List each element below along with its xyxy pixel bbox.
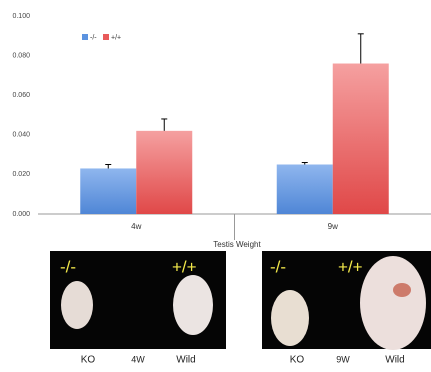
photo-caption: KO bbox=[290, 355, 305, 366]
bar bbox=[333, 64, 389, 214]
y-tick-label: 0.080 bbox=[12, 52, 30, 59]
y-tick-label: 0.100 bbox=[12, 13, 30, 20]
legend-label: +/+ bbox=[111, 34, 121, 41]
error-bar bbox=[302, 163, 308, 165]
vessel bbox=[393, 283, 411, 297]
testis-ko bbox=[271, 290, 309, 346]
x-tick-label: 4w bbox=[131, 222, 141, 231]
legend-swatch bbox=[103, 34, 109, 40]
testis-wild bbox=[360, 256, 426, 350]
x-axis-title: Testis Weight bbox=[213, 240, 261, 249]
y-tick-label: 0.000 bbox=[12, 211, 30, 218]
error-bar bbox=[358, 34, 364, 64]
error-bar bbox=[105, 165, 111, 169]
photo-caption: 9W bbox=[336, 354, 350, 364]
page: {"chart_data": {"type": "bar", "xlabel":… bbox=[0, 0, 431, 367]
chart: Testis Weight 0.000 0.020 0.040 0.060 0.080 0… bbox=[0, 0, 431, 367]
testis-wild bbox=[173, 275, 213, 335]
photo-label: -/- bbox=[60, 257, 76, 276]
testis-ko bbox=[61, 281, 93, 329]
legend-label: -/- bbox=[90, 34, 97, 41]
photo-label: +/+ bbox=[338, 257, 363, 276]
photo-caption: Wild bbox=[385, 355, 404, 366]
bar bbox=[80, 168, 136, 214]
error-bar bbox=[161, 119, 167, 131]
photo-label: -/- bbox=[270, 257, 286, 276]
x-tick-label: 9w bbox=[328, 222, 338, 231]
y-tick-label: 0.020 bbox=[12, 171, 30, 178]
photo-caption: KO bbox=[81, 355, 96, 366]
y-tick-label: 0.060 bbox=[12, 92, 30, 99]
photo-label: +/+ bbox=[172, 257, 197, 276]
photo-caption: 4W bbox=[131, 354, 145, 364]
bar bbox=[277, 165, 333, 215]
legend-swatch bbox=[82, 34, 88, 40]
y-tick-label: 0.040 bbox=[12, 132, 30, 139]
bar bbox=[136, 131, 192, 214]
photo-caption: Wild bbox=[176, 355, 195, 366]
